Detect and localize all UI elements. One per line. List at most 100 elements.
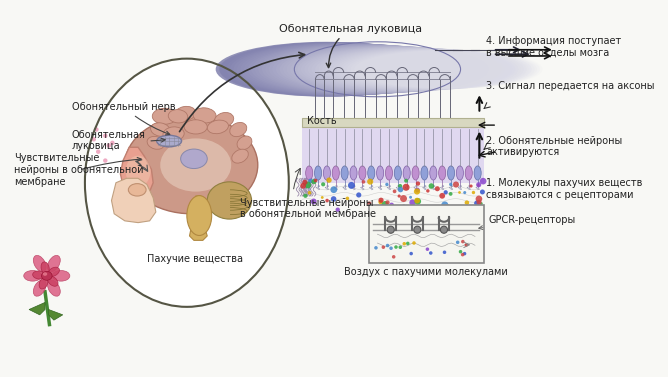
Ellipse shape xyxy=(303,194,307,198)
Ellipse shape xyxy=(472,191,475,194)
Ellipse shape xyxy=(301,47,502,92)
Ellipse shape xyxy=(439,166,446,180)
Ellipse shape xyxy=(43,272,47,276)
Ellipse shape xyxy=(476,196,482,202)
Ellipse shape xyxy=(367,179,373,185)
Ellipse shape xyxy=(351,50,540,89)
Ellipse shape xyxy=(341,166,348,180)
Ellipse shape xyxy=(403,166,410,180)
Ellipse shape xyxy=(343,49,534,89)
Ellipse shape xyxy=(465,166,472,180)
Ellipse shape xyxy=(426,189,430,193)
Ellipse shape xyxy=(33,280,46,296)
Ellipse shape xyxy=(379,204,385,210)
Ellipse shape xyxy=(409,199,415,205)
Ellipse shape xyxy=(382,201,388,208)
Ellipse shape xyxy=(308,47,508,91)
Ellipse shape xyxy=(480,178,486,184)
Ellipse shape xyxy=(415,181,420,186)
Ellipse shape xyxy=(385,166,393,180)
Ellipse shape xyxy=(311,179,317,184)
Text: Чувствительные
нейроны в обонятельной
мембране: Чувствительные нейроны в обонятельной ме… xyxy=(14,153,144,187)
Ellipse shape xyxy=(107,143,111,148)
Ellipse shape xyxy=(378,200,383,204)
Ellipse shape xyxy=(470,184,473,188)
Ellipse shape xyxy=(126,156,150,187)
Ellipse shape xyxy=(230,123,246,136)
Ellipse shape xyxy=(414,198,420,204)
Ellipse shape xyxy=(333,49,526,90)
Ellipse shape xyxy=(306,166,313,180)
Ellipse shape xyxy=(33,271,45,279)
Ellipse shape xyxy=(386,244,389,247)
Ellipse shape xyxy=(449,183,452,186)
Ellipse shape xyxy=(214,112,234,127)
Ellipse shape xyxy=(448,166,455,180)
Text: Обонятельный нерв: Обонятельный нерв xyxy=(71,102,175,135)
Ellipse shape xyxy=(33,255,46,272)
Ellipse shape xyxy=(321,196,324,199)
Ellipse shape xyxy=(461,253,464,256)
Ellipse shape xyxy=(359,166,366,180)
Ellipse shape xyxy=(429,251,432,255)
Ellipse shape xyxy=(392,255,395,259)
Ellipse shape xyxy=(369,208,375,213)
Ellipse shape xyxy=(385,200,389,205)
Ellipse shape xyxy=(269,45,478,93)
Text: Пахучие вещества: Пахучие вещества xyxy=(147,254,243,264)
Ellipse shape xyxy=(160,138,231,192)
Ellipse shape xyxy=(399,245,402,249)
Ellipse shape xyxy=(240,43,456,95)
Ellipse shape xyxy=(409,196,412,199)
Ellipse shape xyxy=(440,226,448,233)
Ellipse shape xyxy=(440,193,445,199)
Ellipse shape xyxy=(233,43,451,96)
Ellipse shape xyxy=(308,191,311,195)
Ellipse shape xyxy=(381,245,385,249)
Ellipse shape xyxy=(323,166,331,180)
Ellipse shape xyxy=(244,43,459,95)
Ellipse shape xyxy=(443,250,446,254)
Ellipse shape xyxy=(430,166,437,180)
Ellipse shape xyxy=(48,267,59,276)
Ellipse shape xyxy=(379,198,383,203)
Ellipse shape xyxy=(400,195,407,202)
Ellipse shape xyxy=(413,226,421,233)
Ellipse shape xyxy=(174,106,196,121)
Ellipse shape xyxy=(319,48,516,90)
Ellipse shape xyxy=(322,48,518,90)
Ellipse shape xyxy=(345,196,349,200)
Ellipse shape xyxy=(41,271,52,280)
Ellipse shape xyxy=(193,108,216,123)
Ellipse shape xyxy=(327,178,332,183)
Ellipse shape xyxy=(397,195,401,198)
Ellipse shape xyxy=(426,247,430,251)
Ellipse shape xyxy=(331,186,337,193)
Text: Кость: Кость xyxy=(307,116,336,126)
Ellipse shape xyxy=(163,127,184,141)
Ellipse shape xyxy=(92,137,96,141)
Polygon shape xyxy=(112,178,156,223)
Ellipse shape xyxy=(459,250,462,253)
Ellipse shape xyxy=(52,271,70,281)
Ellipse shape xyxy=(421,166,428,180)
Text: 2. Обонятельные нейроны
активируются: 2. Обонятельные нейроны активируются xyxy=(486,136,623,157)
Ellipse shape xyxy=(474,166,481,180)
Ellipse shape xyxy=(404,179,408,183)
Ellipse shape xyxy=(280,46,486,93)
Ellipse shape xyxy=(157,135,182,147)
Ellipse shape xyxy=(184,120,207,134)
Ellipse shape xyxy=(348,182,355,189)
Ellipse shape xyxy=(226,43,446,96)
Text: Обонятельная луковица: Обонятельная луковица xyxy=(279,24,422,67)
Ellipse shape xyxy=(464,243,468,247)
Ellipse shape xyxy=(103,158,108,163)
Ellipse shape xyxy=(128,184,146,196)
Ellipse shape xyxy=(415,188,420,192)
Ellipse shape xyxy=(325,199,329,202)
Ellipse shape xyxy=(476,182,481,187)
Text: 3. Сигнал передается на аксоны: 3. Сигнал передается на аксоны xyxy=(486,81,655,91)
Ellipse shape xyxy=(39,277,48,289)
Ellipse shape xyxy=(442,201,448,208)
Ellipse shape xyxy=(297,47,500,92)
